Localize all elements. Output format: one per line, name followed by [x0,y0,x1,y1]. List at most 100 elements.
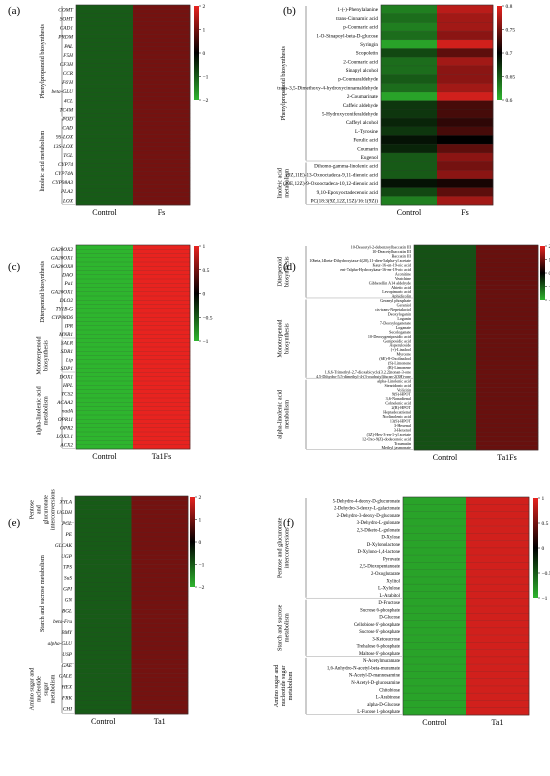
row-label: N-Acetylmuramate [363,659,400,664]
heatmap-cell [133,351,191,356]
heatmap-cell [76,317,134,322]
heatmap-cell [414,414,477,420]
heatmap-cell [76,171,134,177]
row-label: CYP74A [55,171,74,177]
heatmap-cell [466,693,530,701]
row-label: Pa1 [63,281,73,287]
heatmap-cell [437,126,494,136]
row-label: (3Z)-Hex-3-en-1-yl acetate [367,432,412,437]
group-label: nucleotide [36,676,43,702]
heatmap-cell [476,427,539,433]
heatmap-cell [133,150,191,156]
row-label: Kaur-16-en-19-oic acid [373,262,411,267]
heatmap-cell [133,274,191,280]
heatmap-cell [76,192,134,197]
heatmap-cell [131,541,189,547]
heatmap-cell [76,25,134,31]
row-label: Syringin [360,42,378,48]
heatmap-cell [76,253,134,259]
heatmap-cell [131,686,189,692]
heatmap-cell [437,74,494,84]
heatmap-panel-d: (d)10-Deacetyl-2-debenzoylbaccatin III10… [277,244,550,462]
row-label: Geraniol [397,303,412,308]
heatmap-cell [133,109,191,114]
heatmap-cell [476,436,539,442]
heatmap-cell [76,67,134,72]
heatmap-cell [76,71,134,77]
row-label: GALE [59,674,73,680]
heatmap-cell [131,614,189,619]
heatmap-cell [131,659,189,665]
heatmap-cell [414,445,477,451]
heatmap-cell [76,55,134,60]
heatmap-cell [75,650,132,656]
group-bracket: Pentose and glucuronate interconversions [29,489,74,530]
row-label: Sucrose 6-phosphate [360,608,400,613]
heatmap-cell [131,673,189,678]
row-label: Trehalose 6-phosphate [357,645,400,650]
group-bracket: Amino sugar and nucleotide sugar metabolism [29,665,74,714]
group-label: Monoterpenoid [36,336,43,375]
heatmap-cell [476,369,539,375]
heatmap-cell [476,374,539,379]
heatmap-cell [131,532,189,538]
heatmap-cell [75,704,132,710]
heatmap-cell [437,65,494,75]
row-label: MNR1 [58,332,73,338]
heatmap-cell [133,270,191,276]
row-label: DOX1 [58,375,73,381]
heatmap-cell [414,302,477,308]
row-label: p-Coumaric acid [343,25,378,31]
heatmap-cell [75,700,132,706]
row-label: CAD [62,126,73,132]
heatmap-cell [75,586,132,592]
heatmap-cell [75,527,132,533]
heatmap-cell [76,63,134,68]
heatmap-cell [403,547,467,556]
group-bracket: Pentose and glucuronate interconversions [277,498,402,599]
heatmap-cell [414,405,477,411]
heatmap-cell [466,649,530,658]
heatmap-cell [466,540,530,549]
heatmap-cell [75,550,132,556]
heatmap-cell [403,678,467,687]
row-label: USP [62,652,72,658]
row-label: DAO [61,273,73,279]
heatmap-cell [133,368,191,373]
heatmap-cell [403,606,467,614]
row-label: 7-Deoxyloganetate [380,320,411,325]
heatmap-cell [76,440,134,446]
heatmap-cell [133,355,191,361]
heatmap-cell [414,280,477,286]
heatmap-cell [75,709,132,715]
heatmap-cell [76,262,134,267]
row-label: Loganin [397,316,411,321]
group-label: Amino sugar and [29,667,36,711]
heatmap-cell [131,496,189,501]
group-label: sugar [43,682,50,695]
heatmap-frame [402,496,530,716]
scale-tick-label: 0 [203,292,206,298]
scale-tick-label: −2 [549,298,550,304]
heatmap-cell [76,138,134,143]
row-label: Norlinolenic acid [382,414,411,419]
heatmap-cell [403,562,467,570]
heatmap-cell [75,668,132,674]
panel-label: (f) [283,517,294,529]
heatmap-cell [76,376,134,382]
heatmap-cell [131,645,189,651]
heatmap-cell [76,50,134,56]
row-label: 3-Hexenal [394,423,412,428]
row-label: Volicitin [397,387,411,392]
row-label: Myrcene [396,352,411,357]
heatmap-cell [133,96,191,102]
row-label: 9S-LOX [56,135,74,141]
heatmap-cell [133,347,191,352]
heatmap-cell [75,532,132,538]
heatmap-cell [76,42,134,47]
heatmap-cell [75,682,132,688]
heatmap-cell [476,294,539,299]
row-label: GLCAK [55,543,73,549]
heatmap-cell [76,17,134,22]
scale-tick-label: 1 [199,518,202,524]
